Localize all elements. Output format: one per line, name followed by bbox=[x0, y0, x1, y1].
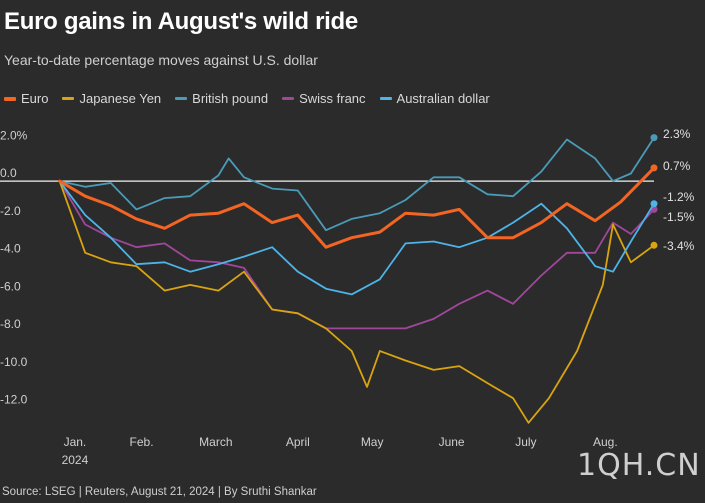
legend-item-aud: Australian dollar bbox=[379, 91, 490, 106]
x-tick-year-label: 2024 bbox=[62, 453, 89, 467]
legend-swatch bbox=[379, 97, 392, 100]
end-label-yen: -3.4% bbox=[663, 239, 695, 253]
x-tick-label: July bbox=[515, 435, 536, 449]
source-footer: Source: LSEG | Reuters, August 21, 2024 … bbox=[2, 486, 317, 498]
y-tick-label: 0.0 bbox=[0, 166, 17, 180]
legend: Euro Japanese Yen British pound Swiss fr… bbox=[4, 91, 490, 106]
legend-swatch bbox=[4, 96, 16, 101]
legend-swatch bbox=[175, 97, 188, 100]
series-line-franc bbox=[58, 180, 655, 330]
series-end-point-euro bbox=[650, 164, 658, 172]
x-tick-label: April bbox=[286, 435, 310, 449]
end-label-euro: 0.7% bbox=[663, 159, 691, 173]
end-label-franc: -1.5% bbox=[663, 210, 695, 224]
legend-swatch bbox=[282, 97, 295, 100]
legend-item-franc: Swiss franc bbox=[282, 91, 366, 106]
y-tick-label: -10.0 bbox=[0, 355, 28, 369]
series-end-point-aud bbox=[650, 200, 658, 208]
x-tick-label: June bbox=[439, 435, 465, 449]
legend-item-euro: Euro bbox=[4, 91, 48, 106]
legend-item-yen: Japanese Yen bbox=[62, 91, 161, 106]
x-tick-label: Jan. bbox=[64, 435, 87, 449]
series-end-point-pound bbox=[650, 134, 658, 142]
watermark: 1QH.CN bbox=[577, 448, 701, 483]
line-chart: 2.0% 0.0 -2.0 -4.0 -6.0 -8.0 -10.0 -12.0 Jan. Fe… bbox=[0, 127, 695, 467]
x-tick-label: Feb. bbox=[130, 435, 154, 449]
x-tick-label: May bbox=[361, 435, 384, 449]
legend-label: British pound bbox=[192, 91, 269, 106]
y-tick-label: -12.0 bbox=[0, 393, 28, 407]
legend-label: Australian dollar bbox=[396, 91, 490, 106]
y-tick-label: -4.0 bbox=[0, 242, 21, 256]
x-tick-label: March bbox=[199, 435, 232, 449]
y-tick-label: 2.0% bbox=[0, 128, 28, 142]
series-line-yen bbox=[58, 180, 655, 424]
x-axis: Jan. Feb. March April May June July Aug. 2024 bbox=[62, 435, 618, 467]
y-tick-label: -6.0 bbox=[0, 279, 21, 293]
series-layer bbox=[58, 134, 658, 424]
end-label-pound: 2.3% bbox=[663, 127, 691, 141]
y-tick-label: -8.0 bbox=[0, 317, 21, 331]
y-axis: 2.0% 0.0 -2.0 -4.0 -6.0 -8.0 -10.0 -12.0 bbox=[0, 128, 654, 407]
end-label-aud: -1.2% bbox=[663, 190, 695, 204]
legend-label: Euro bbox=[21, 91, 49, 106]
end-labels: 0.7% -3.4% 2.3% -1.5% -1.2% bbox=[663, 127, 695, 253]
chart-subtitle: Year-to-date percentage moves against U.… bbox=[4, 52, 318, 68]
series-line-euro bbox=[58, 166, 656, 249]
legend-label: Swiss franc bbox=[299, 91, 366, 106]
y-tick-label: -2.0 bbox=[0, 204, 21, 218]
x-tick-label: Aug. bbox=[593, 435, 618, 449]
chart-title: Euro gains in August's wild ride bbox=[4, 8, 358, 35]
legend-label: Japanese Yen bbox=[79, 91, 162, 106]
series-line-aud bbox=[58, 180, 655, 296]
series-line-pound bbox=[58, 136, 655, 232]
legend-item-pound: British pound bbox=[175, 91, 268, 106]
legend-swatch bbox=[62, 97, 75, 100]
series-end-point-yen bbox=[650, 241, 658, 249]
